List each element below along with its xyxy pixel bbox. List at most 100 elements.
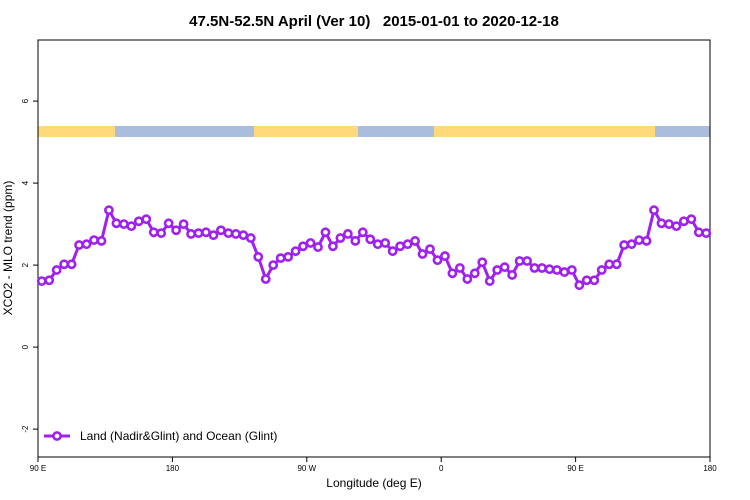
y-axis-label: XCO2 - MLO trend (ppm) xyxy=(1,181,15,316)
point xyxy=(641,236,652,246)
point xyxy=(656,218,667,229)
point xyxy=(81,239,92,250)
point xyxy=(537,263,547,273)
legend-marker xyxy=(52,431,62,441)
point xyxy=(268,260,279,271)
point xyxy=(260,274,271,284)
point xyxy=(619,240,630,250)
plot-frame xyxy=(37,39,711,458)
point xyxy=(104,205,114,216)
point xyxy=(484,276,495,286)
x-tick-label: 0 xyxy=(439,464,444,473)
point xyxy=(432,255,443,266)
point xyxy=(44,275,55,286)
x-tick-label: 90 W xyxy=(297,464,316,473)
point xyxy=(320,227,331,238)
y-tick-label: 0 xyxy=(21,344,30,349)
point xyxy=(372,239,383,250)
point xyxy=(469,268,480,279)
point xyxy=(492,265,503,275)
point xyxy=(559,267,570,277)
point xyxy=(649,205,659,216)
land-ocean-strip xyxy=(38,126,710,137)
point xyxy=(395,241,406,252)
land-band xyxy=(254,126,358,137)
point xyxy=(298,241,308,252)
point xyxy=(156,228,167,239)
point xyxy=(89,235,99,245)
point xyxy=(365,234,376,245)
land-band xyxy=(38,126,115,137)
point xyxy=(417,249,428,259)
point xyxy=(462,274,473,284)
point xyxy=(111,218,122,229)
point xyxy=(581,275,592,286)
point xyxy=(163,218,174,229)
point xyxy=(178,219,189,230)
point xyxy=(328,241,338,252)
point xyxy=(238,230,249,241)
point xyxy=(74,240,84,250)
point xyxy=(253,252,264,262)
point xyxy=(589,275,600,286)
point xyxy=(230,229,241,239)
point xyxy=(499,262,510,273)
point xyxy=(552,265,562,275)
point xyxy=(290,246,301,257)
point xyxy=(223,228,234,239)
point xyxy=(566,265,577,275)
x-tick-label: 90 E xyxy=(567,464,583,473)
point xyxy=(305,238,316,248)
point xyxy=(686,214,697,225)
point xyxy=(544,264,555,275)
point xyxy=(357,227,368,238)
point xyxy=(342,229,353,239)
point xyxy=(454,263,465,273)
point xyxy=(410,236,420,246)
point xyxy=(574,280,585,291)
point xyxy=(148,227,159,238)
ocean-band xyxy=(115,126,254,137)
point xyxy=(133,216,144,227)
point xyxy=(283,252,294,262)
point xyxy=(51,265,62,275)
y-tick-label: 6 xyxy=(21,98,30,103)
point xyxy=(193,228,204,239)
y-tick-label: 4 xyxy=(21,180,30,185)
point xyxy=(118,219,129,230)
point xyxy=(66,259,77,270)
point xyxy=(402,239,413,250)
point xyxy=(693,227,704,238)
ocean-band xyxy=(358,126,434,137)
point xyxy=(245,233,256,243)
point xyxy=(604,259,615,270)
point xyxy=(596,265,607,275)
point xyxy=(216,225,226,236)
point xyxy=(36,276,47,286)
point xyxy=(171,225,182,236)
point xyxy=(664,219,674,230)
point xyxy=(387,246,398,257)
point xyxy=(425,244,435,255)
point xyxy=(126,221,137,232)
point xyxy=(208,230,219,241)
ocean-band xyxy=(655,126,710,137)
point xyxy=(514,256,525,266)
point xyxy=(507,270,518,280)
point xyxy=(626,239,637,250)
y-tick-label: -2 xyxy=(21,425,30,433)
point xyxy=(611,259,622,270)
point xyxy=(335,233,346,243)
point xyxy=(634,235,644,245)
point xyxy=(477,257,488,268)
point xyxy=(447,268,458,279)
point xyxy=(440,251,450,261)
point xyxy=(59,259,70,270)
y-tick-label: 2 xyxy=(21,262,30,267)
point xyxy=(529,263,540,273)
x-tick-label: 180 xyxy=(703,464,717,473)
point xyxy=(678,216,689,227)
point xyxy=(350,236,361,246)
legend-label: Land (Nadir&Glint) and Ocean (Glint) xyxy=(80,429,277,443)
